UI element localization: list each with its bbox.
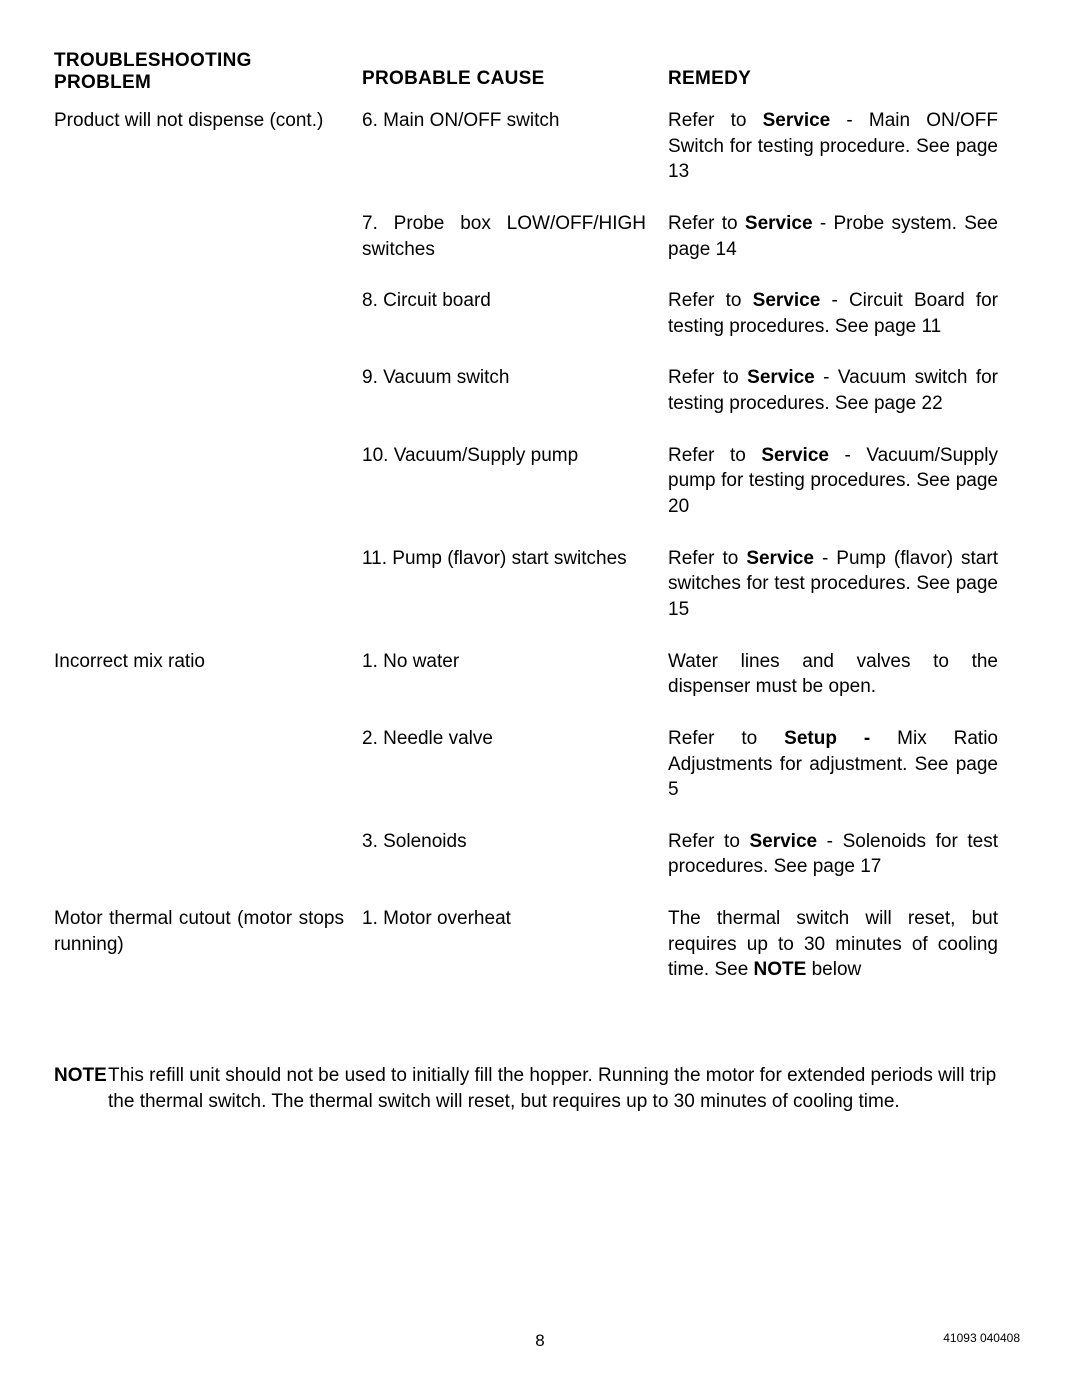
- cause-cell: 9. Vacuum switch: [362, 365, 668, 416]
- remedy-bold: Service: [747, 367, 815, 388]
- remedy-bold: Service: [746, 548, 814, 569]
- column-header-cause: PROBABLE CAUSE: [362, 68, 646, 90]
- remedy-bold: Service: [745, 213, 813, 234]
- remedy-cell: Refer to Service - Circuit Board for tes…: [668, 288, 998, 339]
- cause-cell: 1. No water: [362, 649, 668, 700]
- remedy-cell: The thermal switch will reset, but requi…: [668, 906, 998, 983]
- remedy-cell: Refer to Service - Main ON/OFF Switch fo…: [668, 108, 998, 185]
- column-header-remedy: REMEDY: [668, 68, 998, 90]
- remedy-cell: Water lines and valves to the dispenser …: [668, 649, 998, 700]
- cause-cell: 10. Vacuum/Supply pump: [362, 443, 668, 520]
- problem-cell: [54, 443, 362, 520]
- remedy-bold: Setup -: [784, 728, 870, 749]
- note-text: This refill unit should not be used to i…: [108, 1063, 1026, 1114]
- table-row: 8. Circuit boardRefer to Service - Circu…: [54, 288, 1026, 339]
- document-id: 41093 040408: [943, 1331, 1020, 1345]
- remedy-bold: Service: [763, 110, 831, 131]
- remedy-cell: Refer to Service - Vacuum switch for tes…: [668, 365, 998, 416]
- problem-cell: [54, 288, 362, 339]
- problem-cell: Product will not dispense (cont.): [54, 108, 362, 185]
- section-title: TROUBLESHOOTING: [54, 50, 362, 72]
- cause-cell: 3. Solenoids: [362, 829, 668, 880]
- remedy-cell: Refer to Service - Probe system. See pag…: [668, 211, 998, 262]
- note-label: NOTE: [54, 1063, 108, 1114]
- table-row: 9. Vacuum switchRefer to Service - Vacuu…: [54, 365, 1026, 416]
- table-row: 7. Probe box LOW/OFF/HIGH switchesRefer …: [54, 211, 1026, 262]
- problem-cell: Motor thermal cutout (motor stops runnin…: [54, 906, 362, 983]
- remedy-cell: Refer to Setup - Mix Ratio Adjustments f…: [668, 726, 998, 803]
- remedy-cell: Refer to Service - Solenoids for test pr…: [668, 829, 998, 880]
- remedy-cell: Refer to Service - Pump (flavor) start s…: [668, 546, 998, 623]
- cause-cell: 8. Circuit board: [362, 288, 668, 339]
- column-header-problem: PROBLEM: [54, 72, 362, 94]
- table-row: 11. Pump (flavor) start switchesRefer to…: [54, 546, 1026, 623]
- cause-cell: 11. Pump (flavor) start switches: [362, 546, 668, 623]
- table-row: Product will not dispense (cont.)6. Main…: [54, 108, 1026, 185]
- cause-cell: 2. Needle valve: [362, 726, 668, 803]
- table-row: 2. Needle valveRefer to Setup - Mix Rati…: [54, 726, 1026, 803]
- problem-cell: [54, 546, 362, 623]
- table-row: Incorrect mix ratio1. No waterWater line…: [54, 649, 1026, 700]
- cause-cell: 6. Main ON/OFF switch: [362, 108, 668, 185]
- remedy-bold: Service: [749, 831, 817, 852]
- problem-cell: [54, 211, 362, 262]
- page-number: 8: [535, 1331, 544, 1351]
- remedy-bold: NOTE: [754, 959, 807, 980]
- remedy-bold: Service: [761, 445, 829, 466]
- table-row: Motor thermal cutout (motor stops runnin…: [54, 906, 1026, 983]
- problem-cell: Incorrect mix ratio: [54, 649, 362, 700]
- problem-cell: [54, 726, 362, 803]
- table-row: 3. SolenoidsRefer to Service - Solenoids…: [54, 829, 1026, 880]
- cause-cell: 7. Probe box LOW/OFF/HIGH switches: [362, 211, 668, 262]
- remedy-cell: Refer to Service - Vacuum/Supply pump fo…: [668, 443, 998, 520]
- cause-cell: 1. Motor overheat: [362, 906, 668, 983]
- problem-cell: [54, 829, 362, 880]
- remedy-bold: Service: [753, 290, 821, 311]
- table-row: 10. Vacuum/Supply pumpRefer to Service -…: [54, 443, 1026, 520]
- problem-cell: [54, 365, 362, 416]
